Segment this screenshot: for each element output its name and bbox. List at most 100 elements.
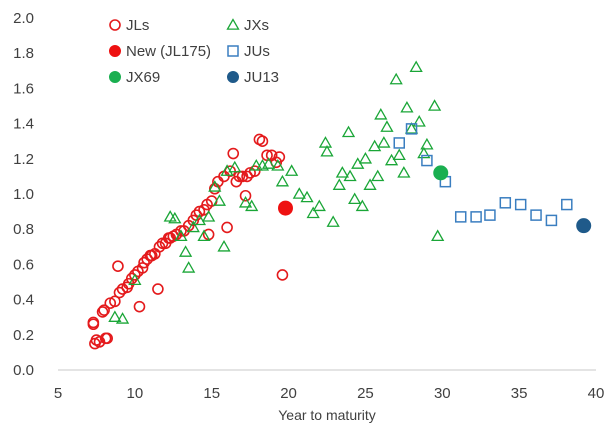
x-tick-label: 10 bbox=[127, 385, 144, 402]
y-tick-label: 0.8 bbox=[13, 221, 34, 238]
point-jus bbox=[454, 211, 467, 223]
x-tick-label: 30 bbox=[434, 385, 451, 402]
point-jxs bbox=[128, 273, 142, 286]
point-jxs bbox=[115, 312, 130, 324]
y-tick-label: 0.6 bbox=[13, 256, 34, 273]
point-jus bbox=[421, 154, 433, 167]
point-jls bbox=[133, 300, 146, 313]
point-jxs bbox=[343, 169, 357, 182]
point-jxs bbox=[312, 199, 326, 212]
point-jxs bbox=[420, 137, 434, 150]
legend-label-jus: JUs bbox=[244, 43, 270, 60]
point-jls bbox=[218, 170, 230, 183]
legend: JLs JXs New (JL175) JUs JX69 JU13 bbox=[109, 17, 279, 86]
x-tick-label: 35 bbox=[511, 385, 528, 402]
legend-marker-jxs bbox=[226, 18, 240, 30]
point-jxs bbox=[285, 164, 299, 176]
x-tick-label: 15 bbox=[203, 385, 220, 402]
point-jxs bbox=[217, 239, 231, 252]
point-jls bbox=[152, 283, 164, 295]
point-jls bbox=[153, 241, 166, 253]
point-jxs bbox=[431, 229, 445, 242]
y-tick-label: 2.0 bbox=[13, 10, 34, 27]
point-jxs bbox=[412, 115, 426, 127]
point-jxs bbox=[404, 122, 419, 134]
y-tick-label: 0.4 bbox=[13, 292, 34, 309]
legend-label-jx69: JX69 bbox=[126, 69, 160, 86]
point-jus bbox=[514, 198, 527, 211]
axes: 5 10 15 20 25 30 35 40 0.0 0.2 0.4 0.6 0.8 1.0 1.2 1.4… bbox=[13, 10, 604, 423]
legend-label-jls: JLs bbox=[126, 17, 149, 34]
point-jxs bbox=[368, 139, 382, 152]
point-jls bbox=[96, 306, 109, 318]
point-new-jl175 bbox=[277, 200, 293, 216]
point-jus bbox=[561, 198, 573, 211]
y-tick-label: 1.4 bbox=[13, 116, 34, 133]
point-jls bbox=[227, 147, 240, 160]
point-jls bbox=[256, 135, 269, 147]
point-jus bbox=[470, 211, 482, 223]
y-tick-label: 1.8 bbox=[13, 45, 34, 62]
point-jus bbox=[484, 209, 496, 221]
point-jxs bbox=[228, 160, 242, 173]
point-jxs bbox=[245, 199, 259, 212]
point-jxs bbox=[335, 166, 349, 178]
legend-marker-jx69 bbox=[109, 71, 121, 83]
point-jls bbox=[98, 304, 110, 316]
point-jxs bbox=[178, 245, 193, 257]
point-jxs bbox=[197, 229, 211, 242]
point-jxs bbox=[417, 146, 431, 159]
point-jus bbox=[530, 209, 542, 221]
point-jxs bbox=[377, 136, 391, 148]
point-jxs bbox=[208, 180, 222, 192]
point-jxs bbox=[397, 166, 411, 178]
point-jls bbox=[113, 286, 126, 299]
point-jxs bbox=[300, 190, 314, 203]
legend-label-jxs: JXs bbox=[244, 17, 269, 34]
legend-marker-jls bbox=[109, 19, 121, 31]
point-jxs bbox=[392, 148, 406, 161]
point-jus bbox=[393, 137, 405, 149]
x-tick-label: 5 bbox=[54, 385, 62, 402]
y-tick-label: 1.2 bbox=[13, 151, 34, 168]
point-jls bbox=[241, 170, 253, 183]
point-jxs bbox=[341, 125, 356, 138]
point-jls bbox=[129, 269, 141, 281]
point-jxs bbox=[238, 195, 253, 208]
point-jxs bbox=[275, 174, 290, 187]
point-jus bbox=[499, 197, 512, 209]
point-jxs bbox=[271, 159, 285, 171]
x-tick-labels: 5 10 15 20 25 30 35 40 bbox=[54, 385, 605, 402]
point-jls bbox=[101, 332, 113, 345]
point-jls bbox=[276, 269, 289, 281]
point-jxs bbox=[363, 178, 377, 190]
point-jxs bbox=[355, 199, 369, 212]
point-jxs bbox=[320, 144, 334, 157]
x-tick-label: 25 bbox=[357, 385, 374, 402]
x-tick-label: 40 bbox=[588, 385, 605, 402]
point-jx69 bbox=[433, 165, 449, 181]
y-tick-label: 0.0 bbox=[13, 362, 34, 379]
point-jxs bbox=[192, 213, 207, 226]
point-jxs bbox=[326, 215, 340, 227]
point-jxs bbox=[427, 99, 442, 111]
y-tick-label: 1.6 bbox=[13, 80, 34, 97]
point-jls bbox=[109, 295, 121, 308]
point-jxs bbox=[389, 72, 403, 85]
legend-marker-ju13 bbox=[227, 71, 239, 83]
point-jxs bbox=[163, 210, 177, 222]
x-tick-label: 20 bbox=[280, 385, 297, 402]
point-jls bbox=[208, 182, 221, 195]
y-tick-labels: 0.0 0.2 0.4 0.6 0.8 1.0 1.2 1.4 1.6 1.8 2.0 bbox=[13, 10, 34, 379]
point-jxs bbox=[358, 151, 373, 164]
point-jxs bbox=[380, 120, 394, 132]
point-jls bbox=[221, 221, 233, 234]
point-jxs bbox=[400, 100, 414, 113]
point-jls bbox=[239, 189, 252, 202]
data-points bbox=[87, 60, 592, 350]
point-jxs bbox=[332, 178, 346, 190]
point-jxs bbox=[306, 206, 320, 219]
point-jls bbox=[112, 260, 124, 272]
